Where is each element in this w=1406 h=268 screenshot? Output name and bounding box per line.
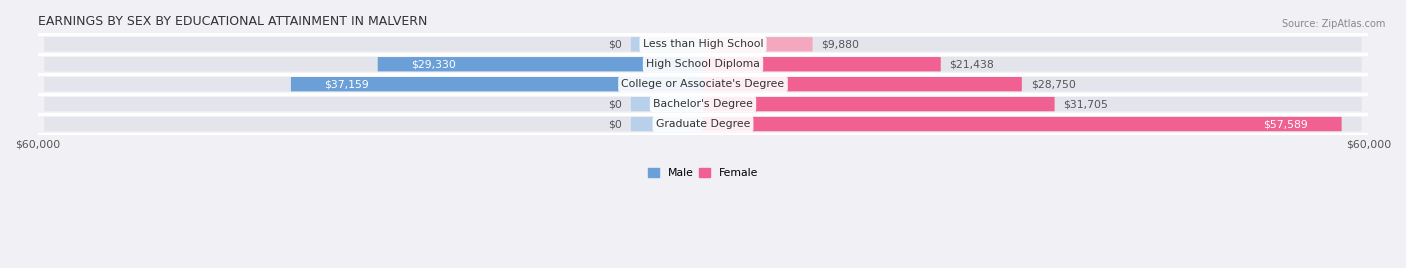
Text: $31,705: $31,705: [1063, 99, 1108, 109]
Text: Bachelor's Degree: Bachelor's Degree: [652, 99, 754, 109]
FancyBboxPatch shape: [703, 57, 941, 71]
Legend: Male, Female: Male, Female: [644, 163, 762, 183]
Text: $0: $0: [609, 39, 621, 49]
Text: $29,330: $29,330: [411, 59, 456, 69]
Text: $28,750: $28,750: [1031, 79, 1076, 89]
Text: $57,589: $57,589: [1264, 119, 1309, 129]
FancyBboxPatch shape: [703, 37, 813, 51]
Text: EARNINGS BY SEX BY EDUCATIONAL ATTAINMENT IN MALVERN: EARNINGS BY SEX BY EDUCATIONAL ATTAINMEN…: [38, 15, 427, 28]
FancyBboxPatch shape: [44, 37, 1362, 51]
FancyBboxPatch shape: [631, 97, 703, 111]
FancyBboxPatch shape: [631, 37, 703, 51]
Text: $21,438: $21,438: [949, 59, 994, 69]
Text: $9,880: $9,880: [821, 39, 859, 49]
FancyBboxPatch shape: [378, 57, 703, 71]
FancyBboxPatch shape: [44, 57, 1362, 71]
Text: $37,159: $37,159: [325, 79, 368, 89]
FancyBboxPatch shape: [44, 77, 1362, 91]
Text: Source: ZipAtlas.com: Source: ZipAtlas.com: [1281, 19, 1385, 29]
FancyBboxPatch shape: [703, 117, 1341, 131]
FancyBboxPatch shape: [631, 117, 703, 131]
FancyBboxPatch shape: [703, 97, 1054, 111]
Text: $0: $0: [609, 119, 621, 129]
FancyBboxPatch shape: [44, 97, 1362, 111]
Text: Graduate Degree: Graduate Degree: [655, 119, 751, 129]
Text: Less than High School: Less than High School: [643, 39, 763, 49]
FancyBboxPatch shape: [44, 117, 1362, 131]
Text: College or Associate's Degree: College or Associate's Degree: [621, 79, 785, 89]
Text: $0: $0: [609, 99, 621, 109]
FancyBboxPatch shape: [703, 77, 1022, 91]
Text: High School Diploma: High School Diploma: [647, 59, 759, 69]
FancyBboxPatch shape: [291, 77, 703, 91]
